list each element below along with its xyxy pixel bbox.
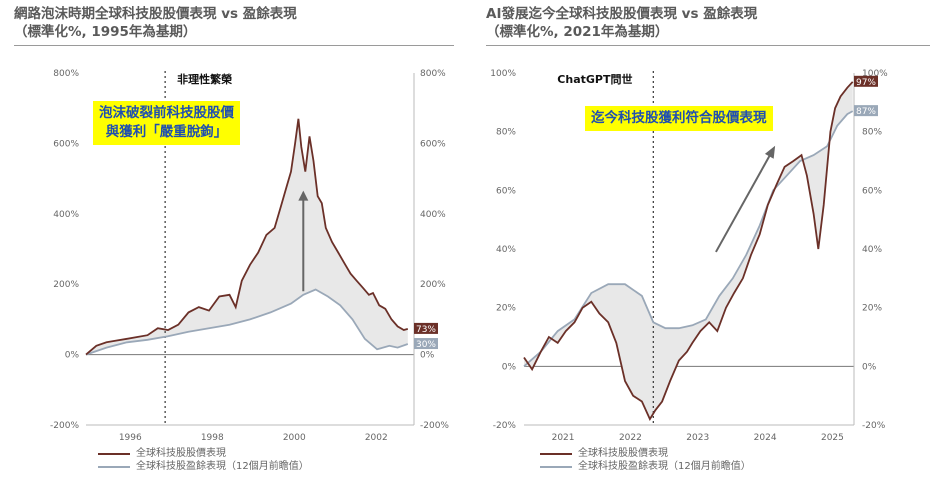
y-tick-right: 40% bbox=[862, 245, 882, 255]
end-tag-price bbox=[414, 322, 438, 334]
legend-item-price: 全球科技股股價表現 bbox=[98, 447, 309, 460]
title-divider bbox=[14, 45, 454, 46]
chart-dotcom: 800% 600% 400% 200% 0% -200% 800% 600% 400% 200% 0… bbox=[50, 69, 449, 443]
legend-swatch-price bbox=[540, 452, 572, 455]
title-line-1: 網路泡沫時期全球科技股股價表現 vs 盈餘表現 bbox=[14, 6, 297, 22]
x-tick-label: 1996 bbox=[119, 433, 142, 443]
legend-swatch-earnings bbox=[98, 465, 130, 468]
y-tick-left: 0% bbox=[65, 351, 80, 361]
legend-swatch-earnings bbox=[540, 465, 572, 468]
y-tick-left: -20% bbox=[493, 421, 517, 431]
end-value-earnings: 30% bbox=[416, 340, 436, 350]
legend-label-price: 全球科技股股價表現 bbox=[578, 448, 668, 459]
gap-fill-area bbox=[524, 81, 853, 420]
y-tick-right: 80% bbox=[862, 128, 882, 138]
callout-line-1: 泡沫破裂前科技股股價 bbox=[99, 105, 234, 121]
end-tag-earnings bbox=[414, 338, 438, 350]
chart-title: 網路泡沫時期全球科技股股價表現 vs 盈餘表現 （標準化%, 1995年為基期） bbox=[14, 5, 297, 41]
y-tick-right: 20% bbox=[862, 304, 882, 314]
y-tick-left: 40% bbox=[496, 245, 516, 255]
legend-item-earnings: 全球科技股盈餘表現（12個月前瞻值） bbox=[540, 460, 751, 473]
legend-swatch-price bbox=[98, 452, 130, 455]
end-value-price: 97% bbox=[856, 78, 876, 88]
panel-ai: AI發展迄今全球科技股股價表現 vs 盈餘表現 （標準化%, 2021年為基期）… bbox=[470, 0, 936, 494]
callout-line-1: 迄今科技股獲利符合股價表現 bbox=[591, 110, 767, 126]
legend-label-earnings: 全球科技股盈餘表現（12個月前瞻值） bbox=[578, 461, 751, 472]
y-tick-left: 800% bbox=[53, 69, 79, 79]
legend-label-price: 全球科技股股價表現 bbox=[136, 448, 226, 459]
trend-arrow-shaft bbox=[715, 148, 775, 253]
end-tag-price bbox=[854, 75, 878, 87]
series-price-line bbox=[85, 118, 409, 356]
x-tick-label: 2023 bbox=[686, 433, 709, 443]
end-value-earnings: 87% bbox=[856, 107, 876, 117]
y-tick-right: 0% bbox=[862, 362, 877, 372]
event-label: ChatGPT問世 bbox=[557, 72, 632, 86]
x-tick-label: 1998 bbox=[201, 433, 224, 443]
end-value-price: 73% bbox=[416, 325, 436, 335]
y-tick-right: -200% bbox=[420, 421, 449, 431]
event-label: 非理性繁榮 bbox=[177, 72, 232, 86]
series-earnings-line bbox=[523, 110, 854, 367]
chart-ai: 100% 80% 60% 40% 20% 0% -20% 100% 80% 60% 40% 20% 0%… bbox=[490, 69, 888, 443]
callout-line-2: 與獲利「嚴重脫鉤」 bbox=[105, 124, 228, 140]
x-tick-label: 2021 bbox=[552, 433, 575, 443]
legend: 全球科技股股價表現 全球科技股盈餘表現（12個月前瞻值） bbox=[540, 447, 751, 473]
y-tick-left: 600% bbox=[53, 139, 79, 149]
y-tick-left: 200% bbox=[53, 280, 79, 290]
title-line-1: AI發展迄今全球科技股股價表現 vs 盈餘表現 bbox=[486, 6, 758, 22]
trend-arrow-head bbox=[764, 145, 776, 159]
y-tick-right: 100% bbox=[862, 69, 888, 79]
y-tick-right: 60% bbox=[862, 186, 882, 196]
gap-fill-area bbox=[86, 118, 408, 355]
x-tick-label: 2000 bbox=[283, 433, 306, 443]
legend: 全球科技股股價表現 全球科技股盈餘表現（12個月前瞻值） bbox=[98, 447, 309, 473]
y-tick-right: 0% bbox=[420, 351, 435, 361]
callout-box: 迄今科技股獲利符合股價表現 bbox=[585, 106, 773, 131]
series-price-line bbox=[523, 81, 854, 422]
x-tick-label: 2022 bbox=[619, 433, 642, 443]
title-divider bbox=[486, 45, 930, 46]
x-tick-label: 2025 bbox=[821, 433, 844, 443]
y-tick-left: 60% bbox=[496, 186, 516, 196]
y-tick-right: -20% bbox=[862, 421, 886, 431]
y-tick-left: 80% bbox=[496, 128, 516, 138]
y-tick-right: 600% bbox=[420, 139, 446, 149]
legend-label-earnings: 全球科技股盈餘表現（12個月前瞻值） bbox=[136, 461, 309, 472]
panel-dotcom: 網路泡沫時期全球科技股股價表現 vs 盈餘表現 （標準化%, 1995年為基期）… bbox=[0, 0, 466, 494]
y-tick-left: 100% bbox=[490, 69, 516, 79]
chart-title: AI發展迄今全球科技股股價表現 vs 盈餘表現 （標準化%, 2021年為基期） bbox=[486, 5, 757, 41]
title-line-2: （標準化%, 1995年為基期） bbox=[14, 24, 197, 40]
y-tick-left: 20% bbox=[496, 304, 516, 314]
end-tag-earnings bbox=[854, 105, 878, 117]
x-tick-label: 2002 bbox=[365, 433, 388, 443]
x-tick-label: 2024 bbox=[754, 433, 777, 443]
divergence-arrow-head bbox=[298, 190, 309, 201]
callout-box: 泡沫破裂前科技股股價 與獲利「嚴重脫鉤」 bbox=[93, 101, 240, 145]
legend-item-price: 全球科技股股價表現 bbox=[540, 447, 751, 460]
y-tick-right: 400% bbox=[420, 210, 446, 220]
y-tick-right: 200% bbox=[420, 280, 446, 290]
legend-item-earnings: 全球科技股盈餘表現（12個月前瞻值） bbox=[98, 460, 309, 473]
y-tick-left: 400% bbox=[53, 210, 79, 220]
series-earnings-line bbox=[85, 288, 409, 356]
title-line-2: （標準化%, 2021年為基期） bbox=[486, 24, 669, 40]
y-tick-left: -200% bbox=[50, 421, 79, 431]
y-tick-right: 800% bbox=[420, 69, 446, 79]
y-tick-left: 0% bbox=[502, 362, 517, 372]
